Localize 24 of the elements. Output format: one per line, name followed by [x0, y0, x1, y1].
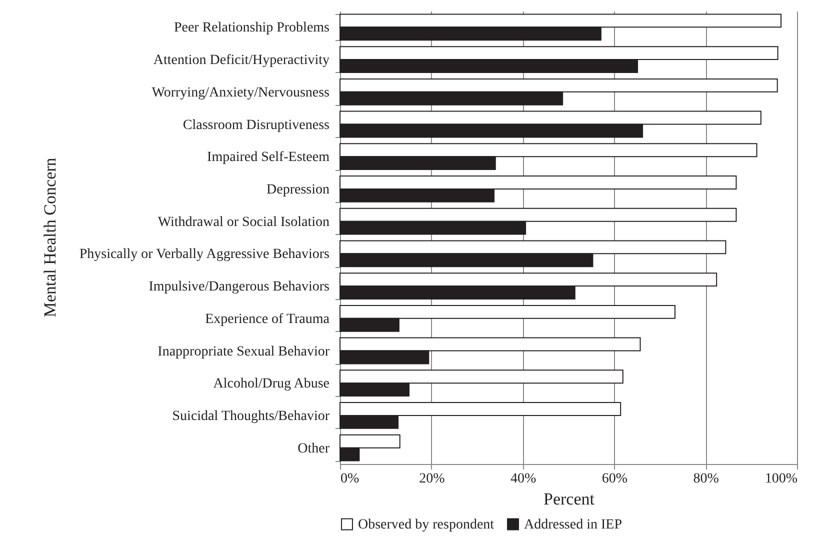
- y-tick-label: Impulsive/Dangerous Behaviors: [148, 280, 330, 295]
- legend-label: Observed by respondent: [358, 517, 494, 532]
- x-tick-label: 80%: [693, 472, 720, 486]
- y-tick-label: Other: [298, 441, 330, 456]
- x-tick-label: 40%: [510, 472, 536, 486]
- x-tick-label: 20%: [419, 472, 446, 486]
- y-axis-title: Mental Health Concern: [40, 157, 60, 318]
- y-tick-label: Withdrawal or Social Isolation: [158, 214, 330, 230]
- y-tick-label: Inappropriate Sexual Behavior: [158, 344, 330, 360]
- y-tick-label: Physically or Verbally Aggressive Behaviors: [79, 247, 330, 262]
- y-tick-label: Experience of Trauma: [205, 312, 330, 327]
- x-tick-label: 0%: [340, 472, 360, 486]
- y-tick-label: Depression: [266, 182, 330, 198]
- y-tick-label: Peer Relationship Problems: [174, 20, 330, 36]
- y-tick-label: Attention Deficit/Hyperactivity: [153, 53, 330, 68]
- legend-label: Addressed in IEP: [524, 517, 622, 532]
- x-axis-title: Percent: [544, 490, 595, 508]
- y-tick-label: Worrying/Anxiety/Nervousness: [152, 85, 330, 100]
- y-tick-label: Suicidal Thoughts/Behavior: [172, 408, 330, 424]
- y-tick-label: Alcohol/Drug Abuse: [213, 376, 330, 392]
- x-tick-label: 100%: [764, 472, 798, 486]
- y-tick-label: Impaired Self-Esteem: [207, 150, 330, 166]
- y-tick-label: Classroom Disruptiveness: [182, 118, 330, 133]
- x-tick-label: 60%: [602, 472, 628, 486]
